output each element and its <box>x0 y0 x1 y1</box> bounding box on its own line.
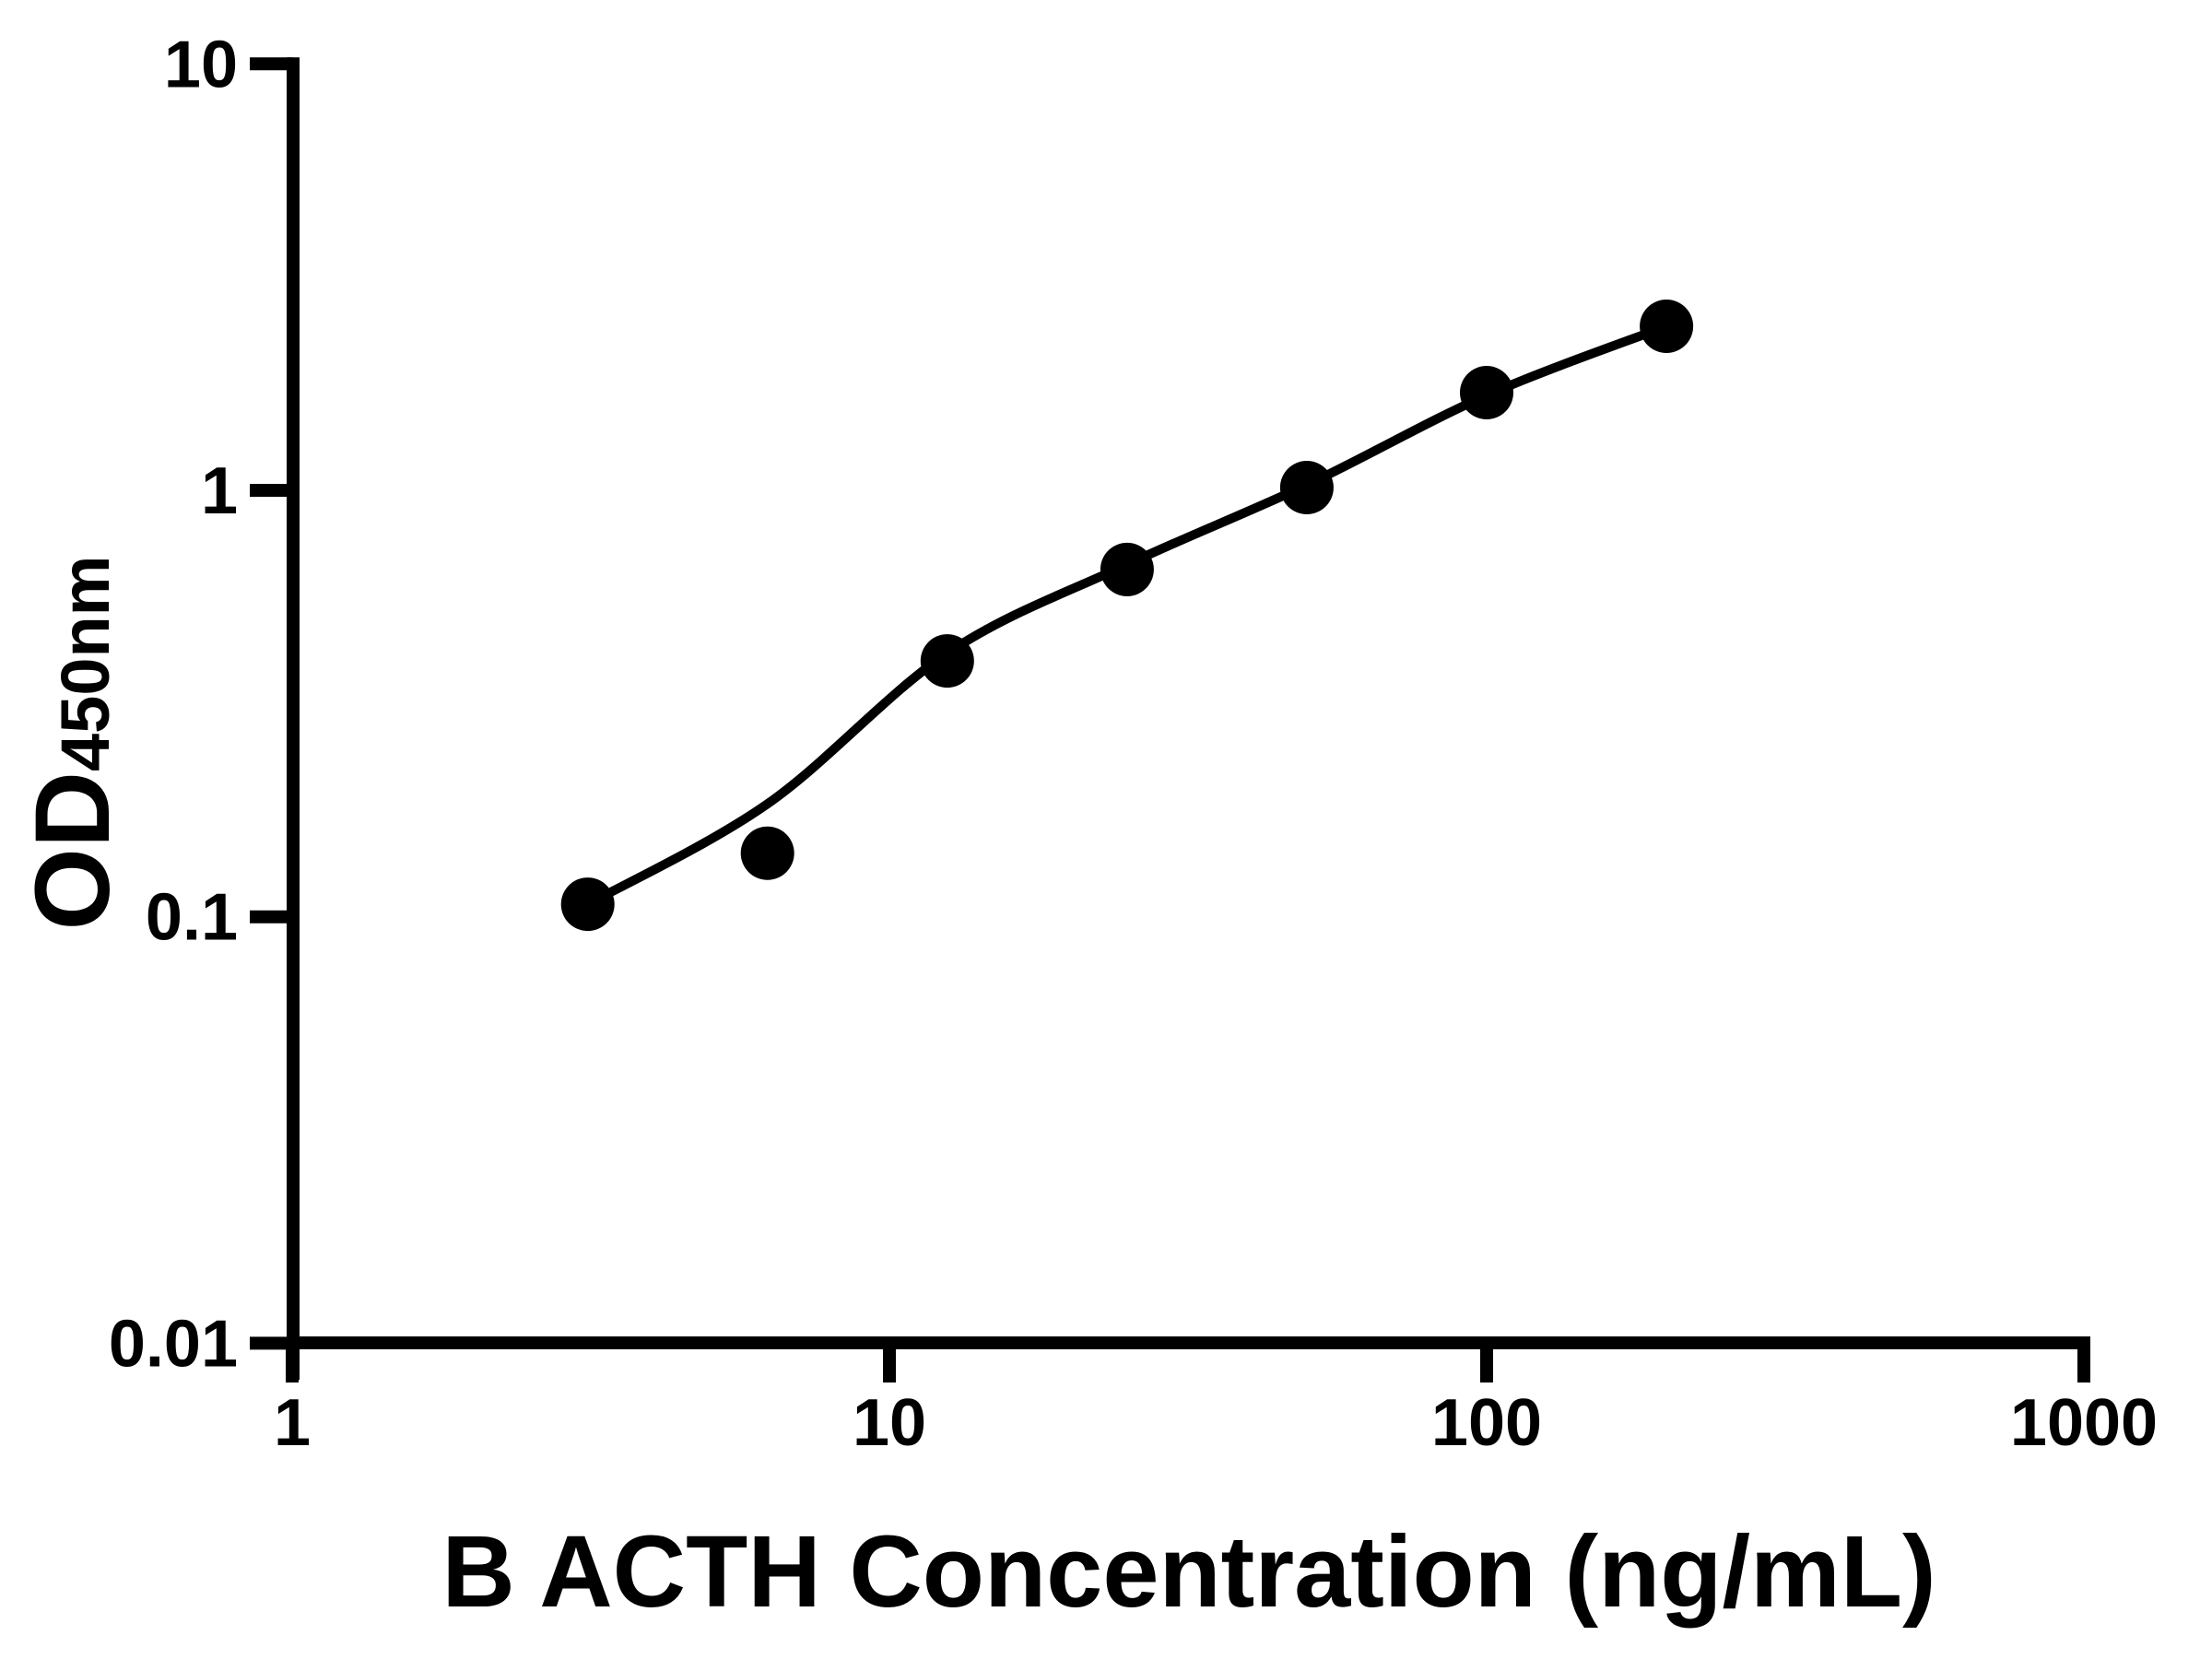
data-point <box>1100 542 1154 596</box>
x-tick-label: 1000 <box>2010 1386 2158 1460</box>
y-axis-title: OD450nm <box>14 556 132 931</box>
y-tick-label: 10 <box>164 28 238 101</box>
x-tick-label: 10 <box>853 1386 926 1460</box>
data-point <box>740 826 794 880</box>
x-tick-label: 100 <box>1431 1386 1542 1460</box>
data-point <box>1640 300 1694 353</box>
data-point <box>920 634 974 688</box>
plot-area: 10 1 0.1 0.01 1 10 100 1000 <box>109 28 2158 1460</box>
data-point <box>560 877 615 932</box>
y-axis-title-main: OD <box>14 771 132 931</box>
y-axis-title-sub: 450nm <box>47 556 124 771</box>
data-point <box>1460 366 1513 419</box>
data-point <box>1279 461 1334 514</box>
x-tick-label: 1 <box>274 1386 311 1460</box>
x-axis-title: B ACTH Concentration (ng/mL) <box>441 1515 1936 1629</box>
y-tick-label: 1 <box>201 454 238 528</box>
y-tick-label: 0.01 <box>109 1307 238 1381</box>
fit-curve <box>582 322 1672 910</box>
y-tick-label: 0.1 <box>146 881 238 955</box>
